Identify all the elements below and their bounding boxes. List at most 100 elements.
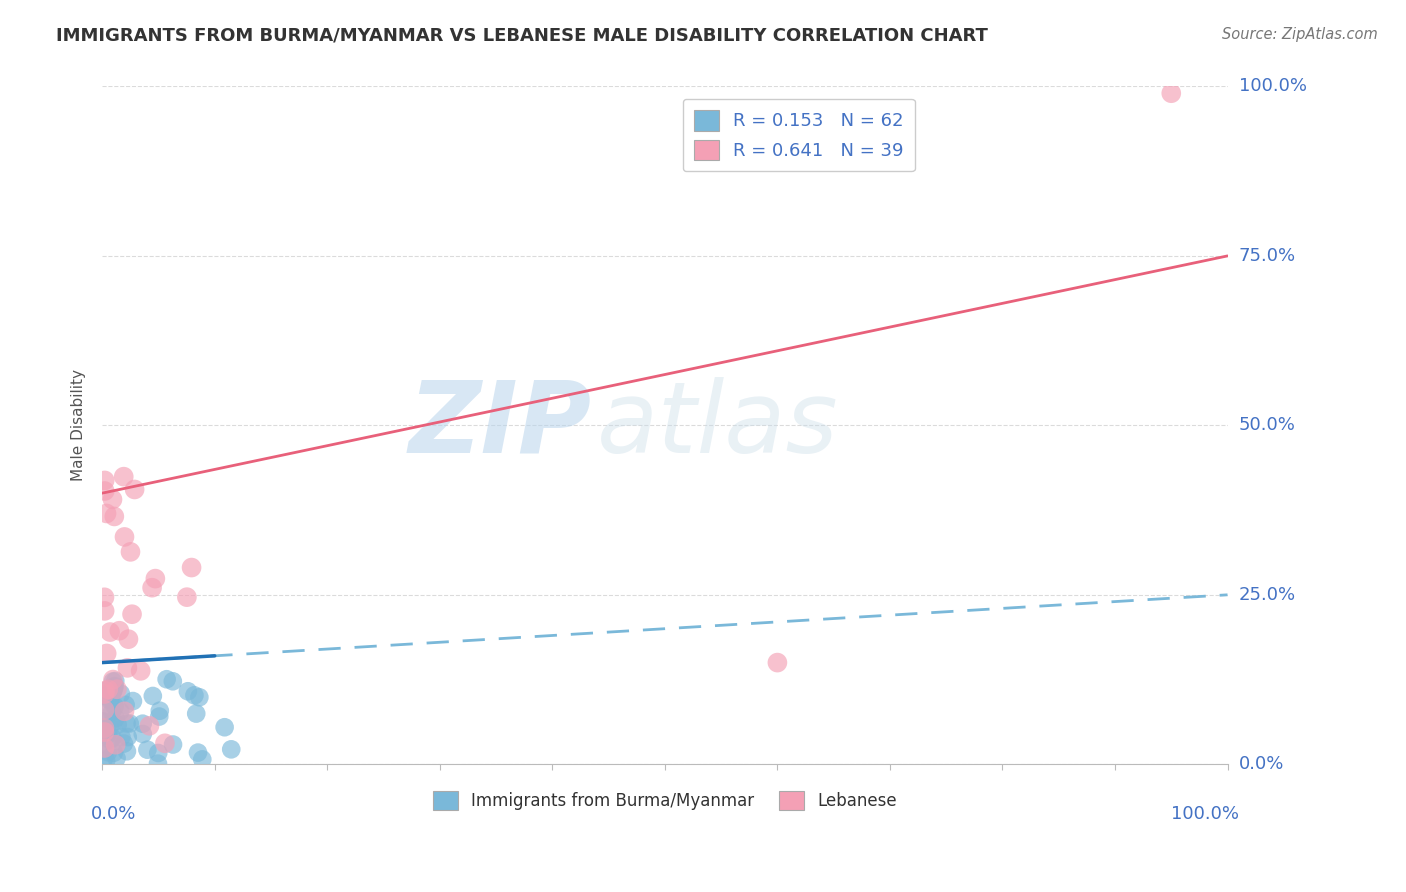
Point (93, 715, 115, 730)
Point (97, 745, 120, 759)
Point (117, 730, 139, 744)
Point (93, 604, 115, 618)
Point (146, 756, 169, 771)
Point (131, 716, 153, 731)
Point (93, 721, 115, 735)
Point (143, 572, 166, 586)
Point (101, 673, 124, 687)
Point (121, 607, 143, 622)
Point (98, 732, 121, 747)
Point (114, 704, 136, 718)
Point (188, 690, 211, 705)
Point (104, 699, 127, 714)
Point (101, 705, 124, 719)
Point (105, 751, 128, 765)
Text: IMMIGRANTS FROM BURMA/MYANMAR VS LEBANESE MALE DISABILITY CORRELATION CHART: IMMIGRANTS FROM BURMA/MYANMAR VS LEBANES… (56, 27, 988, 45)
Point (136, 742, 159, 756)
Point (110, 730, 132, 744)
Point (97, 699, 120, 714)
Point (93, 483, 115, 498)
Point (114, 698, 136, 712)
Y-axis label: Male Disability: Male Disability (72, 369, 86, 482)
Legend: Immigrants from Burma/Myanmar, Lebanese: Immigrants from Burma/Myanmar, Lebanese (426, 784, 904, 817)
Point (97, 726, 120, 740)
Point (122, 694, 145, 708)
Point (91, 721, 114, 735)
Point (214, 720, 236, 734)
Point (93, 753, 115, 767)
Point (103, 746, 125, 760)
Point (148, 709, 170, 723)
Point (96, 647, 118, 661)
Point (110, 705, 132, 719)
Point (162, 738, 184, 752)
Point (93, 714, 115, 729)
Point (101, 492, 124, 507)
Point (96, 687, 118, 701)
Point (101, 731, 124, 745)
Text: 50.0%: 50.0% (1239, 417, 1295, 434)
Text: 100.0%: 100.0% (1171, 805, 1239, 823)
Point (141, 581, 163, 595)
Point (124, 483, 146, 497)
Point (107, 718, 129, 732)
Point (1160, 87, 1182, 101)
Point (93, 689, 115, 703)
Point (98, 692, 121, 706)
Point (191, 752, 214, 766)
Point (112, 469, 135, 483)
Text: 0.0%: 0.0% (1239, 756, 1284, 773)
Point (153, 736, 176, 750)
Point (219, 742, 242, 756)
Point (101, 715, 124, 730)
Point (120, 545, 142, 559)
Point (93, 591, 115, 605)
Point (94, 683, 117, 698)
Point (162, 674, 184, 689)
Point (97, 682, 120, 697)
Point (112, 737, 135, 751)
Point (105, 682, 128, 697)
Point (101, 674, 124, 689)
Point (117, 661, 139, 675)
Point (138, 719, 160, 733)
Point (148, 746, 170, 760)
Point (177, 684, 200, 698)
Point (96, 507, 118, 521)
Point (180, 560, 202, 574)
Point (98, 625, 121, 640)
Text: 75.0%: 75.0% (1239, 247, 1296, 265)
Point (93, 725, 115, 739)
Point (104, 711, 127, 725)
Point (96, 729, 118, 743)
Text: 100.0%: 100.0% (1239, 78, 1306, 95)
Point (187, 746, 209, 760)
Point (91, 737, 114, 751)
Point (110, 687, 132, 701)
Point (101, 686, 124, 700)
Point (132, 727, 155, 741)
Point (115, 716, 138, 731)
Point (93, 687, 115, 701)
Point (104, 673, 127, 688)
Point (108, 624, 131, 638)
Point (104, 679, 127, 693)
Point (118, 716, 141, 731)
Point (94, 754, 117, 768)
Point (149, 704, 172, 718)
Point (101, 685, 124, 699)
Text: 25.0%: 25.0% (1239, 586, 1296, 604)
Point (96, 683, 118, 698)
Text: ZIP: ZIP (409, 376, 592, 474)
Point (115, 744, 138, 758)
Point (766, 656, 789, 670)
Point (186, 706, 208, 721)
Point (93, 741, 115, 756)
Point (129, 664, 152, 678)
Text: atlas: atlas (598, 376, 839, 474)
Point (156, 672, 179, 686)
Point (114, 530, 136, 544)
Point (176, 590, 198, 604)
Point (103, 682, 125, 697)
Point (183, 689, 205, 703)
